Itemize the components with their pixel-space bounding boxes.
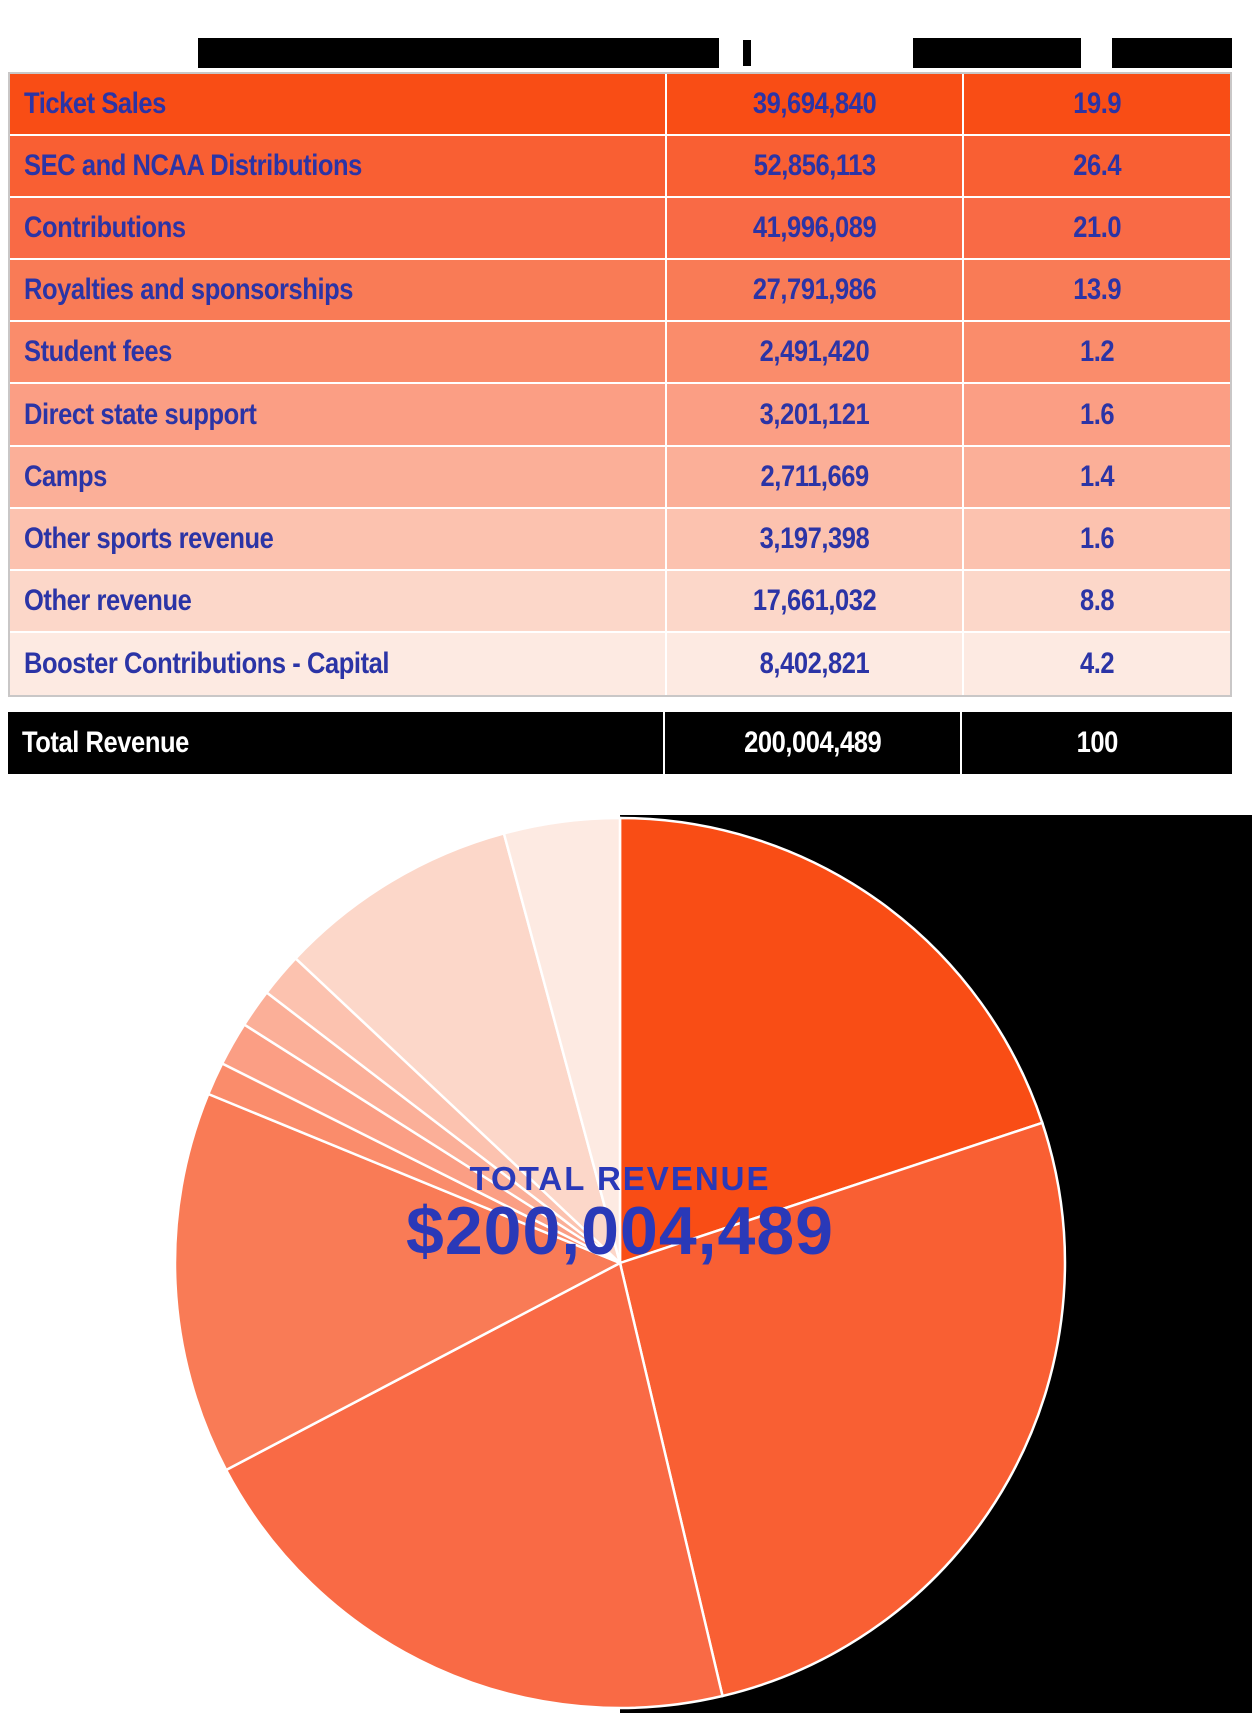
total-label: Total Revenue xyxy=(22,726,189,759)
row-percent: 4.2 xyxy=(1079,646,1115,680)
table-row-booster-contributions-capital: Booster Contributions - Capital 8,402,82… xyxy=(10,632,1230,695)
pie-slice-ticket-sales[interactable] xyxy=(618,816,1044,1265)
table-row-sec-and-ncaa-distributions: SEC and NCAA Distributions 52,856,113 26… xyxy=(10,136,1230,199)
row-label: Other revenue xyxy=(24,583,192,617)
header-redaction-bar-middle xyxy=(913,38,1081,68)
row-percent: 1.2 xyxy=(1079,335,1115,369)
table-row-other-revenue: Other revenue 17,661,032 8.8 xyxy=(10,570,1230,633)
row-amount: 8,402,821 xyxy=(759,646,870,680)
table-row-student-fees: Student fees 2,491,420 1.2 xyxy=(10,322,1230,385)
pie-slice-contributions[interactable] xyxy=(224,1261,725,1710)
table-row-contributions: Contributions 41,996,089 21.0 xyxy=(10,198,1230,261)
row-percent: 26.4 xyxy=(1073,149,1121,183)
total-row: Total Revenue 200,004,489 100 xyxy=(8,712,1232,774)
revenue-table: Ticket Sales 39,694,840 19.9 SEC and NCA… xyxy=(8,72,1232,697)
row-amount: 41,996,089 xyxy=(752,211,877,245)
pie-slice-booster-contributions-capital[interactable] xyxy=(502,816,622,1264)
row-label: Other sports revenue xyxy=(24,521,274,555)
total-percent: 100 xyxy=(1076,726,1118,759)
header-redaction-bar-right xyxy=(1112,38,1232,68)
row-amount: 17,661,032 xyxy=(752,583,877,617)
row-amount: 2,491,420 xyxy=(759,335,870,369)
row-label: Ticket Sales xyxy=(24,87,166,121)
row-amount: 39,694,840 xyxy=(752,87,877,121)
row-label: Booster Contributions - Capital xyxy=(24,646,390,680)
row-percent: 1.4 xyxy=(1079,459,1115,493)
table-row-ticket-sales: Ticket Sales 39,694,840 19.9 xyxy=(10,74,1230,137)
pie-slice-other-revenue[interactable] xyxy=(293,831,623,1267)
row-label: Student fees xyxy=(24,335,172,369)
row-amount: 52,856,113 xyxy=(753,149,876,183)
total-amount: 200,004,489 xyxy=(743,726,882,759)
pie-slice-sec-and-ncaa-distributions[interactable] xyxy=(618,1121,1067,1698)
header-redaction-bar-left xyxy=(198,38,719,68)
row-amount: 27,791,986 xyxy=(752,273,877,307)
row-label: Direct state support xyxy=(24,397,257,431)
header-pipe xyxy=(743,40,751,66)
table-row-other-sports-revenue: Other sports revenue 3,197,398 1.6 xyxy=(10,508,1230,571)
row-label: Royalties and sponsorships xyxy=(24,273,354,307)
table-row-royalties-and-sponsorships: Royalties and sponsorships 27,791,986 13… xyxy=(10,260,1230,323)
row-label: SEC and NCAA Distributions xyxy=(24,149,362,183)
row-label: Contributions xyxy=(24,211,186,245)
pie-slice-royalties-and-sponsorships[interactable] xyxy=(173,1092,623,1472)
pie-center-value: $200,004,489 xyxy=(406,1193,834,1269)
row-percent: 1.6 xyxy=(1079,521,1115,555)
row-percent: 8.8 xyxy=(1079,583,1115,617)
pie-center-label: TOTAL REVENUE xyxy=(469,1160,771,1197)
table-row-direct-state-support: Direct state support 3,201,121 1.6 xyxy=(10,384,1230,447)
row-label: Camps xyxy=(24,459,107,493)
pie-svg xyxy=(173,816,1067,1710)
row-percent: 21.0 xyxy=(1073,211,1121,245)
table-body: Ticket Sales 39,694,840 19.9 SEC and NCA… xyxy=(10,74,1230,695)
table-row-camps: Camps 2,711,669 1.4 xyxy=(10,446,1230,509)
row-amount: 2,711,669 xyxy=(760,459,869,493)
row-percent: 19.9 xyxy=(1073,87,1121,121)
row-amount: 3,197,398 xyxy=(759,521,870,555)
row-percent: 1.6 xyxy=(1079,397,1115,431)
row-percent: 13.9 xyxy=(1073,273,1121,307)
row-amount: 3,201,121 xyxy=(759,397,870,431)
